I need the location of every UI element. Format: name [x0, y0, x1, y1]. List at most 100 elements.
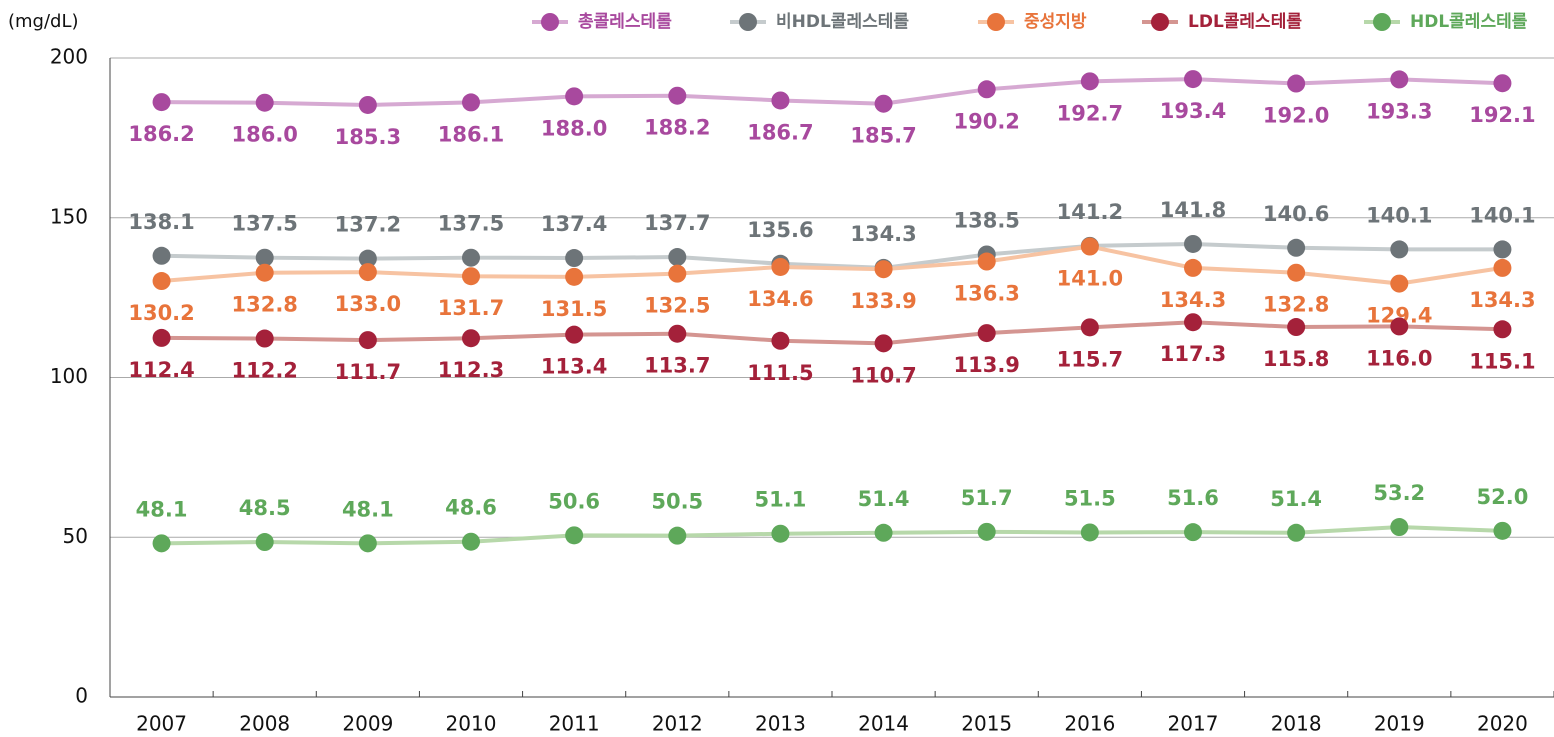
- data-label: 134.3: [1160, 288, 1226, 312]
- data-point: [565, 249, 584, 268]
- data-label: 51.4: [1270, 487, 1322, 511]
- data-label: 138.5: [953, 208, 1019, 232]
- y-tick-label: 150: [50, 204, 88, 228]
- data-label: 137.5: [438, 212, 504, 236]
- legend-label: 중성지방: [1024, 12, 1087, 32]
- data-point: [358, 95, 377, 114]
- data-label: 48.1: [136, 497, 188, 521]
- data-point: [668, 86, 687, 105]
- legend-label: HDL콜레스테롤: [1410, 12, 1528, 32]
- y-tick-label: 0: [75, 684, 88, 708]
- data-label: 51.7: [961, 486, 1013, 510]
- data-label: 192.0: [1263, 104, 1329, 128]
- y-axis-label: (mg/dL): [8, 11, 79, 32]
- data-point: [1080, 72, 1099, 91]
- legend-marker: [739, 13, 757, 31]
- x-tick-label: 2016: [1064, 712, 1115, 736]
- x-tick-label: 2009: [342, 712, 393, 736]
- data-point: [1493, 240, 1512, 259]
- data-point: [1390, 274, 1409, 293]
- data-point: [152, 534, 171, 553]
- data-label: 133.0: [335, 292, 401, 316]
- data-label: 51.5: [1064, 486, 1116, 510]
- data-label: 132.5: [644, 294, 710, 318]
- data-label: 140.1: [1469, 203, 1535, 227]
- legend-marker: [541, 13, 559, 31]
- data-label: 186.0: [231, 123, 297, 147]
- data-point: [1390, 518, 1409, 537]
- data-point: [668, 264, 687, 283]
- data-point: [1287, 74, 1306, 93]
- data-label: 113.4: [541, 355, 607, 379]
- data-label: 48.1: [342, 497, 394, 521]
- x-tick-label: 2017: [1168, 712, 1219, 736]
- data-point: [462, 267, 480, 286]
- data-point: [1184, 70, 1202, 89]
- data-label: 113.7: [644, 354, 710, 378]
- data-label: 188.0: [541, 116, 607, 140]
- data-label: 141.2: [1057, 200, 1123, 224]
- data-point: [255, 263, 274, 282]
- data-point: [358, 263, 377, 282]
- data-label: 115.7: [1057, 347, 1123, 371]
- data-point: [565, 87, 584, 106]
- data-label: 137.5: [231, 212, 297, 236]
- data-point: [1184, 523, 1202, 542]
- data-point: [565, 267, 584, 286]
- x-tick-label: 2018: [1271, 712, 1322, 736]
- legend-label: 총콜레스테롤: [578, 12, 672, 32]
- data-point: [462, 329, 480, 348]
- data-point: [1184, 313, 1202, 332]
- data-label: 141.8: [1160, 198, 1226, 222]
- data-point: [1080, 318, 1099, 337]
- data-label: 186.1: [438, 122, 504, 146]
- data-point: [565, 325, 584, 344]
- data-point: [1493, 74, 1512, 93]
- data-label: 135.6: [747, 218, 813, 242]
- data-label: 193.4: [1160, 99, 1226, 123]
- data-label: 132.8: [231, 293, 297, 317]
- data-label: 115.8: [1263, 347, 1329, 371]
- data-label: 115.1: [1469, 349, 1535, 373]
- x-tick-label: 2020: [1477, 712, 1528, 736]
- data-label: 48.6: [445, 496, 497, 520]
- data-point: [152, 246, 171, 265]
- data-point: [1287, 238, 1306, 257]
- series-line: [161, 244, 1503, 286]
- data-point: [1184, 234, 1202, 253]
- data-point: [771, 257, 790, 276]
- data-point: [358, 534, 377, 553]
- data-label: 117.3: [1160, 342, 1226, 366]
- data-point: [668, 248, 687, 267]
- data-label: 140.6: [1263, 202, 1329, 226]
- legend-label: 비HDL콜레스테롤: [776, 12, 909, 32]
- data-label: 111.7: [335, 360, 401, 384]
- data-label: 51.6: [1167, 486, 1219, 510]
- legend-marker: [1373, 13, 1391, 31]
- data-label: 53.2: [1373, 481, 1425, 505]
- series-line: [161, 77, 1503, 107]
- x-tick-label: 2012: [652, 712, 703, 736]
- data-point: [771, 91, 790, 110]
- data-point: [874, 334, 893, 353]
- data-point: [358, 249, 377, 268]
- y-tick-label: 200: [50, 45, 88, 69]
- data-point: [462, 93, 480, 112]
- data-point: [977, 324, 996, 343]
- data-point: [152, 93, 171, 112]
- data-point: [565, 526, 584, 545]
- data-label: 185.7: [850, 124, 916, 148]
- data-point: [462, 532, 480, 551]
- data-label: 185.3: [335, 125, 401, 149]
- data-point: [977, 522, 996, 541]
- data-point: [874, 260, 893, 279]
- data-point: [255, 248, 274, 267]
- data-label: 186.2: [128, 122, 194, 146]
- data-point: [668, 526, 687, 545]
- x-tick-label: 2007: [136, 712, 187, 736]
- data-label: 190.2: [953, 109, 1019, 133]
- data-label: 52.0: [1477, 485, 1529, 509]
- data-label: 116.0: [1366, 346, 1432, 370]
- data-label: 134.3: [850, 222, 916, 246]
- data-point: [771, 331, 790, 350]
